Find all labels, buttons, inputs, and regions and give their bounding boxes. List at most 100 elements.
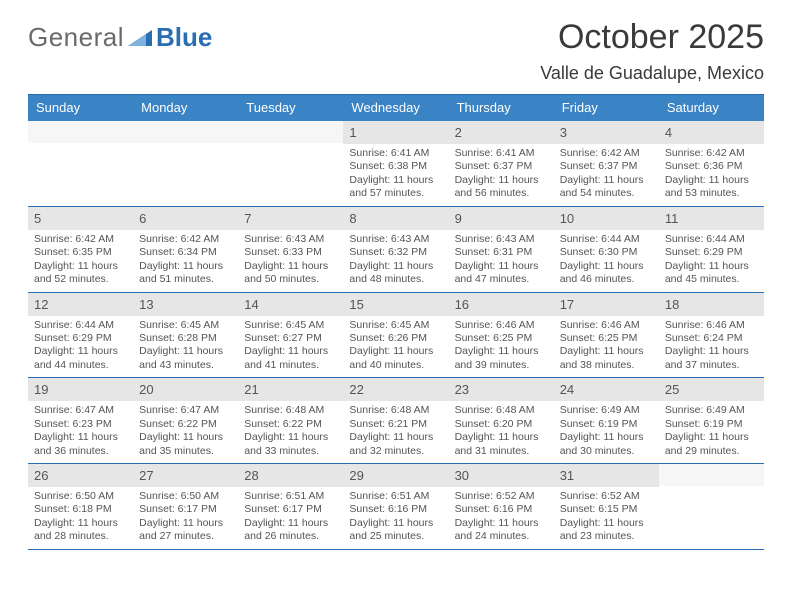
day-cell: 27Sunrise: 6:50 AMSunset: 6:17 PMDayligh… bbox=[133, 464, 238, 549]
day-number: 20 bbox=[133, 378, 238, 401]
day-number: 6 bbox=[133, 207, 238, 230]
day-number: 26 bbox=[28, 464, 133, 487]
day-number: 29 bbox=[343, 464, 448, 487]
day-number: 10 bbox=[554, 207, 659, 230]
sunrise-line: Sunrise: 6:43 AM bbox=[244, 233, 337, 246]
logo: General Blue bbox=[28, 22, 212, 53]
day-details bbox=[28, 143, 133, 197]
day-number: 21 bbox=[238, 378, 343, 401]
sunset-line: Sunset: 6:36 PM bbox=[665, 160, 758, 173]
day-number: 28 bbox=[238, 464, 343, 487]
sunrise-line: Sunrise: 6:42 AM bbox=[34, 233, 127, 246]
daylight-line: Daylight: 11 hours and 57 minutes. bbox=[349, 174, 442, 201]
sunrise-line: Sunrise: 6:51 AM bbox=[244, 490, 337, 503]
day-number: 3 bbox=[554, 121, 659, 144]
day-number bbox=[659, 464, 764, 486]
sunset-line: Sunset: 6:25 PM bbox=[560, 332, 653, 345]
day-cell: 16Sunrise: 6:46 AMSunset: 6:25 PMDayligh… bbox=[449, 293, 554, 378]
day-details: Sunrise: 6:42 AMSunset: 6:34 PMDaylight:… bbox=[133, 230, 238, 292]
day-number: 12 bbox=[28, 293, 133, 316]
daylight-line: Daylight: 11 hours and 41 minutes. bbox=[244, 345, 337, 372]
day-cell: 10Sunrise: 6:44 AMSunset: 6:30 PMDayligh… bbox=[554, 207, 659, 292]
day-number: 5 bbox=[28, 207, 133, 230]
day-cell: 5 Sunrise: 6:42 AMSunset: 6:35 PMDaylight… bbox=[28, 207, 133, 292]
sunset-line: Sunset: 6:32 PM bbox=[349, 246, 442, 259]
day-details: Sunrise: 6:42 AMSunset: 6:36 PMDaylight:… bbox=[659, 144, 764, 206]
weekday-header: Saturday bbox=[659, 95, 764, 121]
sunset-line: Sunset: 6:16 PM bbox=[455, 503, 548, 516]
sunset-line: Sunset: 6:23 PM bbox=[34, 418, 127, 431]
day-number: 8 bbox=[343, 207, 448, 230]
sunset-line: Sunset: 6:22 PM bbox=[244, 418, 337, 431]
day-details: Sunrise: 6:47 AMSunset: 6:23 PMDaylight:… bbox=[28, 401, 133, 463]
day-details: Sunrise: 6:46 AMSunset: 6:25 PMDaylight:… bbox=[554, 316, 659, 378]
daylight-line: Daylight: 11 hours and 54 minutes. bbox=[560, 174, 653, 201]
title-block: October 2025 Valle de Guadalupe, Mexico bbox=[540, 18, 764, 84]
daylight-line: Daylight: 11 hours and 46 minutes. bbox=[560, 260, 653, 287]
weekday-header: Monday bbox=[133, 95, 238, 121]
daylight-line: Daylight: 11 hours and 35 minutes. bbox=[139, 431, 232, 458]
sunrise-line: Sunrise: 6:46 AM bbox=[665, 319, 758, 332]
day-cell: 18Sunrise: 6:46 AMSunset: 6:24 PMDayligh… bbox=[659, 293, 764, 378]
day-cell: 3Sunrise: 6:42 AMSunset: 6:37 PMDaylight… bbox=[554, 121, 659, 206]
sunset-line: Sunset: 6:18 PM bbox=[34, 503, 127, 516]
sunrise-line: Sunrise: 6:49 AM bbox=[560, 404, 653, 417]
day-cell: 20Sunrise: 6:47 AMSunset: 6:22 PMDayligh… bbox=[133, 378, 238, 463]
daylight-line: Daylight: 11 hours and 56 minutes. bbox=[455, 174, 548, 201]
sunset-line: Sunset: 6:38 PM bbox=[349, 160, 442, 173]
logo-text-blue: Blue bbox=[156, 22, 212, 53]
daylight-line: Daylight: 11 hours and 30 minutes. bbox=[560, 431, 653, 458]
daylight-line: Daylight: 11 hours and 27 minutes. bbox=[139, 517, 232, 544]
logo-triangle-icon bbox=[126, 28, 154, 48]
sunset-line: Sunset: 6:19 PM bbox=[665, 418, 758, 431]
daylight-line: Daylight: 11 hours and 31 minutes. bbox=[455, 431, 548, 458]
day-cell: 8Sunrise: 6:43 AMSunset: 6:32 PMDaylight… bbox=[343, 207, 448, 292]
day-details: Sunrise: 6:41 AMSunset: 6:37 PMDaylight:… bbox=[449, 144, 554, 206]
day-cell: 26Sunrise: 6:50 AMSunset: 6:18 PMDayligh… bbox=[28, 464, 133, 549]
calendar-weeks: 1Sunrise: 6:41 AMSunset: 6:38 PMDaylight… bbox=[28, 121, 764, 550]
sunrise-line: Sunrise: 6:42 AM bbox=[139, 233, 232, 246]
daylight-line: Daylight: 11 hours and 43 minutes. bbox=[139, 345, 232, 372]
day-cell: 28Sunrise: 6:51 AMSunset: 6:17 PMDayligh… bbox=[238, 464, 343, 549]
day-number: 11 bbox=[659, 207, 764, 230]
day-cell: 7Sunrise: 6:43 AMSunset: 6:33 PMDaylight… bbox=[238, 207, 343, 292]
day-cell: 31Sunrise: 6:52 AMSunset: 6:15 PMDayligh… bbox=[554, 464, 659, 549]
day-number bbox=[133, 121, 238, 143]
daylight-line: Daylight: 11 hours and 36 minutes. bbox=[34, 431, 127, 458]
sunrise-line: Sunrise: 6:51 AM bbox=[349, 490, 442, 503]
daylight-line: Daylight: 11 hours and 52 minutes. bbox=[34, 260, 127, 287]
day-details: Sunrise: 6:46 AMSunset: 6:24 PMDaylight:… bbox=[659, 316, 764, 378]
day-number: 30 bbox=[449, 464, 554, 487]
sunset-line: Sunset: 6:21 PM bbox=[349, 418, 442, 431]
sunrise-line: Sunrise: 6:47 AM bbox=[34, 404, 127, 417]
daylight-line: Daylight: 11 hours and 40 minutes. bbox=[349, 345, 442, 372]
day-number: 14 bbox=[238, 293, 343, 316]
day-cell bbox=[659, 464, 764, 549]
sunset-line: Sunset: 6:33 PM bbox=[244, 246, 337, 259]
weekday-header: Wednesday bbox=[343, 95, 448, 121]
sunset-line: Sunset: 6:22 PM bbox=[139, 418, 232, 431]
day-details: Sunrise: 6:41 AMSunset: 6:38 PMDaylight:… bbox=[343, 144, 448, 206]
day-cell: 15Sunrise: 6:45 AMSunset: 6:26 PMDayligh… bbox=[343, 293, 448, 378]
day-number: 1 bbox=[343, 121, 448, 144]
sunset-line: Sunset: 6:35 PM bbox=[34, 246, 127, 259]
sunrise-line: Sunrise: 6:50 AM bbox=[139, 490, 232, 503]
day-number: 23 bbox=[449, 378, 554, 401]
day-cell: 21Sunrise: 6:48 AMSunset: 6:22 PMDayligh… bbox=[238, 378, 343, 463]
day-details: Sunrise: 6:43 AMSunset: 6:33 PMDaylight:… bbox=[238, 230, 343, 292]
day-details: Sunrise: 6:51 AMSunset: 6:17 PMDaylight:… bbox=[238, 487, 343, 549]
day-number bbox=[238, 121, 343, 143]
calendar-page: General Blue October 2025 Valle de Guada… bbox=[0, 0, 792, 612]
day-details: Sunrise: 6:44 AMSunset: 6:30 PMDaylight:… bbox=[554, 230, 659, 292]
day-cell: 30Sunrise: 6:52 AMSunset: 6:16 PMDayligh… bbox=[449, 464, 554, 549]
sunrise-line: Sunrise: 6:44 AM bbox=[560, 233, 653, 246]
daylight-line: Daylight: 11 hours and 24 minutes. bbox=[455, 517, 548, 544]
day-cell: 1Sunrise: 6:41 AMSunset: 6:38 PMDaylight… bbox=[343, 121, 448, 206]
week-row: 19Sunrise: 6:47 AMSunset: 6:23 PMDayligh… bbox=[28, 378, 764, 464]
sunrise-line: Sunrise: 6:44 AM bbox=[665, 233, 758, 246]
sunrise-line: Sunrise: 6:48 AM bbox=[455, 404, 548, 417]
daylight-line: Daylight: 11 hours and 50 minutes. bbox=[244, 260, 337, 287]
sunrise-line: Sunrise: 6:50 AM bbox=[34, 490, 127, 503]
daylight-line: Daylight: 11 hours and 29 minutes. bbox=[665, 431, 758, 458]
sunrise-line: Sunrise: 6:44 AM bbox=[34, 319, 127, 332]
